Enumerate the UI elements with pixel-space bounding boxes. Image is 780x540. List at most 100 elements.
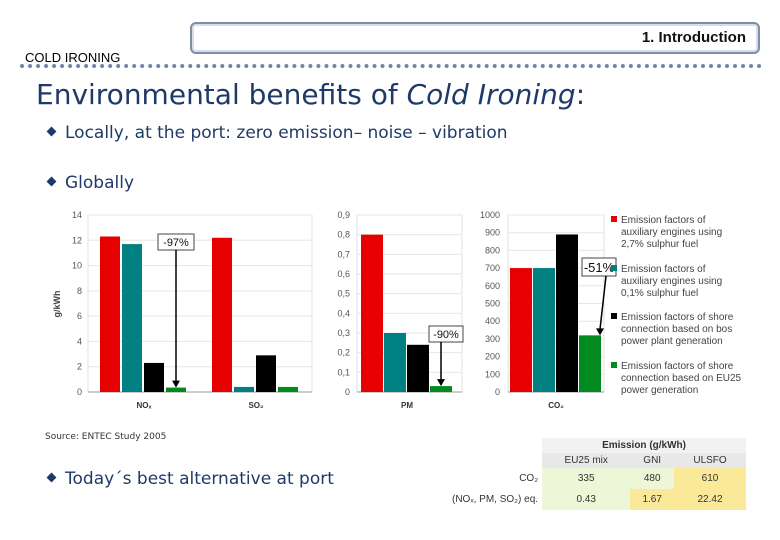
chart-bar [510,268,532,392]
table-col-header: GNI [643,455,662,466]
table-row-label: CO₂ [448,468,543,489]
bullet-alternative: Today´s best alternative at port [46,469,334,489]
legend-label: Emission factors of shore [621,361,734,372]
chart-bar [579,335,601,392]
y-tick-label: 0,3 [337,328,350,338]
reduction-label-box [428,325,464,343]
chart-bar [256,355,276,392]
legend-label: Emission factors of [621,215,706,226]
y-tick-label: 0,2 [337,348,350,358]
section-label: COLD IRONING [25,50,121,65]
table-corner [448,453,543,468]
y-tick-label: 400 [485,316,500,326]
legend-label: auxiliary engines using [621,227,722,238]
reduction-label: -90% [433,329,459,341]
chart-bar [278,386,298,392]
legend-label: 2,7% sulphur fuel [621,239,698,250]
chart-bar [384,333,406,392]
y-tick-label: 200 [485,352,500,362]
legend-label: Emission factors of [621,264,706,275]
bullet-text: Locally, at the port: zero emission– noi… [65,123,508,143]
y-tick-label: 0 [345,387,350,397]
plot-area [87,214,313,393]
y-tick-label: 600 [485,281,500,291]
y-tick-label: 8 [77,286,82,296]
table-cell: 610 [674,468,746,489]
header-banner: 1. Introduction [190,22,760,54]
table-title: Emission (g/kWh) [602,440,686,451]
legend-label: power plant generation [621,336,723,347]
chart-bar [556,234,578,392]
y-tick-label: 700 [485,263,500,273]
bullet-global: Globally [46,173,135,193]
reduction-label: -97% [163,237,189,249]
chart-bar [430,386,452,392]
y-tick-label: 12 [72,235,82,245]
y-tick-label: 1000 [480,210,500,220]
slide-title: Environmental benefits of Cold Ironing: [36,78,585,111]
table-cell: 1.67 [630,489,675,510]
table-cell: 335 [542,468,631,489]
title-plain: Environmental benefits of [36,78,407,111]
legend-label: Emission factors of shore [621,312,734,323]
reduction-arrow-head [172,380,180,388]
y-tick-label: 0,1 [337,367,350,377]
y-tick-label: 0,5 [337,289,350,299]
title-italic: Cold Ironing [406,78,576,111]
title-colon: : [575,78,586,111]
legend-swatch [611,362,617,368]
x-tick-label: PM [401,401,413,410]
legend-label: connection based on bos [621,324,732,335]
y-tick-label: 6 [77,311,82,321]
legend-label: connection based on EU25 [621,373,742,384]
y-tick-label: 100 [485,369,500,379]
legend-label: auxiliary engines using [621,276,722,287]
reduction-arrow-head [437,379,445,387]
y-tick-label: 0,9 [337,210,350,220]
y-tick-label: 0,4 [337,308,350,318]
reduction-arrow-head [596,328,604,336]
chart-bar [407,344,429,392]
table-row: CO₂ 335 480 610 [448,468,746,489]
x-tick-label: SO₂ [248,401,264,410]
y-tick-label: 900 [485,228,500,238]
y-tick-label: 0 [77,387,82,397]
reduction-arrow [599,275,607,330]
bullet-text: Today´s best alternative at port [65,469,334,489]
table-cell: 0.43 [542,489,631,510]
y-axis-label: g/kWh [52,291,62,318]
chart-bar [361,234,383,392]
y-tick-label: 300 [485,334,500,344]
legend-swatch [611,265,617,271]
table-row-label: (NOₓ, PM, SO₂) eq. [448,489,543,510]
chart-bar [166,387,186,392]
reduction-label: -51% [584,260,615,275]
y-tick-label: 10 [72,261,82,271]
y-tick-label: 0 [495,387,500,397]
y-tick-label: 800 [485,245,500,255]
y-tick-label: 4 [77,336,82,346]
legend-swatch [611,216,617,222]
chart-bar [100,236,120,392]
source-note: Source: ENTEC Study 2005 [45,432,167,442]
chart-bar [144,362,164,392]
table-row: (NOₓ, PM, SO₂) eq. 0.43 1.67 22.42 [448,489,746,510]
bullet-text: Globally [65,173,135,193]
table-cell: 480 [630,468,675,489]
bullet-local: Locally, at the port: zero emission– noi… [46,123,508,143]
legend-label: 0,1% sulphur fuel [621,288,698,299]
y-tick-label: 0,6 [337,269,350,279]
chart-bar [122,244,142,392]
table-col-header: ULSFO [693,455,727,466]
y-tick-label: 14 [72,210,82,220]
table-col-header: EU25 mix [564,455,608,466]
chart-bar [212,237,232,392]
x-tick-label: CO₂ [548,401,564,410]
dotted-divider [20,64,762,68]
emission-table: Emission (g/kWh) EU25 mix GNI ULSFO CO₂ … [448,438,746,510]
header-title: 1. Introduction [641,29,746,46]
y-tick-label: 0,8 [337,230,350,240]
table-corner [448,438,543,453]
y-tick-label: 0,7 [337,249,350,259]
